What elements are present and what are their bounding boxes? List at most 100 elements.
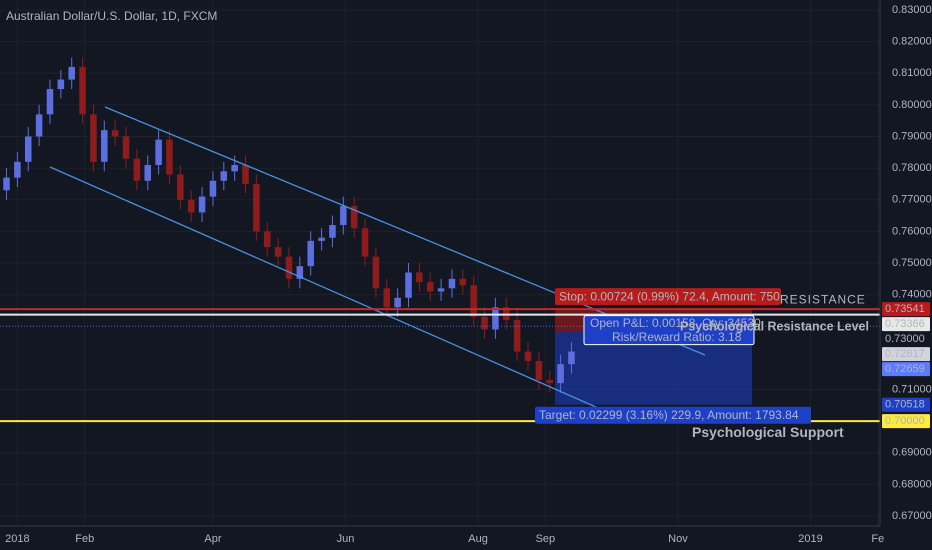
y-tick-label: 0.78000: [892, 162, 932, 174]
candle-body: [68, 66, 75, 80]
y-tick-label: 0.83000: [892, 4, 932, 16]
candle-body: [426, 281, 434, 292]
price-axis-panel: [880, 0, 932, 550]
candle-body: [24, 136, 32, 162]
channel-lower: [49, 166, 631, 423]
candle-body: [57, 79, 65, 90]
candle-body: [340, 206, 347, 226]
price-label: 0.73000: [885, 333, 925, 345]
resistance-faded: RESISTANCE: [780, 292, 866, 306]
candle-body: [383, 288, 391, 308]
target-label-bg: [535, 406, 811, 424]
candle-body: [296, 266, 304, 279]
price-label-bg: [882, 317, 930, 332]
candle-body: [470, 285, 477, 317]
x-tick-label: 2018: [5, 533, 29, 545]
y-tick-label: 0.68000: [892, 478, 932, 490]
resistance-label: Psychological Resistance Level: [680, 320, 869, 334]
price-label: 0.73366: [885, 318, 925, 330]
candle-body: [79, 66, 86, 115]
target-label: Target: 0.02299 (3.16%) 229.9, Amount: 1…: [539, 408, 799, 422]
price-label-bg: [882, 332, 930, 347]
price-label-bg: [882, 347, 930, 362]
x-tick-label: Fe: [871, 533, 884, 545]
y-tick-label: 0.77000: [892, 194, 932, 206]
candle-body: [177, 174, 184, 200]
candle-body: [35, 114, 43, 137]
y-tick-label: 0.74000: [892, 289, 932, 301]
x-tick-label: Nov: [668, 533, 688, 545]
candle-body: [448, 278, 456, 289]
candle-body: [350, 206, 358, 229]
candle-body: [481, 316, 488, 330]
stop-label-bg: [555, 288, 781, 306]
candle-body: [264, 231, 271, 248]
y-tick-label: 0.79000: [892, 130, 932, 142]
candle-body: [329, 225, 336, 238]
price-label-bg: [882, 302, 930, 317]
price-label: 0.70518: [885, 399, 925, 411]
axes: 0.83000 0.82000 0.81000 0.80000 0.79000 0.780…: [5, 4, 932, 545]
candles: [3, 57, 575, 393]
x-tick-label: 2019: [798, 533, 822, 545]
chart-title: Australian Dollar/U.S. Dollar, 1D, FXCM: [6, 9, 217, 23]
support-label: Psychological Support: [692, 424, 844, 440]
candle-body: [557, 364, 564, 384]
candle-body: [535, 361, 543, 381]
candle-body: [133, 158, 141, 181]
x-tick-label: Sep: [536, 533, 556, 545]
candle-body: [187, 199, 195, 213]
open-pl: Open P&L: 0.00158, Qty: 34530: [590, 316, 761, 330]
y-tick-label: 0.81000: [892, 67, 932, 79]
candle-body: [307, 240, 314, 267]
candle-body: [144, 164, 152, 181]
candle-body: [372, 256, 380, 289]
candle-body: [524, 351, 532, 362]
candle-body: [166, 139, 173, 175]
y-tick-label: 0.75000: [892, 257, 932, 269]
candle-body: [220, 171, 228, 181]
grid: [0, 0, 880, 526]
y-tick-label: 0.71000: [892, 383, 932, 395]
x-tick-label: Feb: [75, 533, 94, 545]
price-label: 0.72817: [885, 348, 925, 360]
y-tick-label: 0.67000: [892, 510, 932, 522]
candle-body: [394, 297, 401, 308]
y-tick-label: 0.80000: [892, 99, 932, 111]
candle-body: [285, 256, 293, 279]
price-label-bg: [882, 362, 930, 377]
candle-body: [318, 237, 325, 241]
candle-body: [242, 164, 249, 184]
candle-body: [492, 307, 499, 330]
candle-body: [101, 130, 108, 162]
candle-body: [253, 183, 260, 232]
candle-body: [209, 180, 217, 197]
candle-body: [416, 272, 423, 282]
candle-body: [459, 278, 467, 286]
candle-body: [503, 307, 510, 320]
pl-box: [583, 315, 755, 346]
candle-body: [3, 177, 10, 191]
candle-body: [405, 272, 412, 298]
y-tick-label: 0.82000: [892, 36, 932, 48]
candle-body: [513, 319, 521, 352]
price-label: 0.70000: [885, 415, 925, 427]
y-tick-label: 0.69000: [892, 447, 932, 459]
channel-upper: [104, 106, 706, 356]
candle-body: [361, 228, 369, 257]
candle-body: [14, 161, 21, 178]
x-tick-label: Apr: [204, 533, 221, 545]
candle-body: [90, 114, 97, 162]
price-label-bg: [882, 414, 930, 429]
candle-body: [437, 288, 445, 292]
stop-label: Stop: 0.00724 (0.99%) 72.4, Amount: 750: [559, 289, 780, 303]
x-tick-label: Aug: [468, 533, 488, 545]
y-tick-label: 0.76000: [892, 225, 932, 237]
price-label: 0.72659: [885, 363, 925, 375]
candle-body: [568, 351, 575, 365]
candle-body: [198, 196, 206, 213]
price-label: 0.73541: [885, 303, 925, 315]
